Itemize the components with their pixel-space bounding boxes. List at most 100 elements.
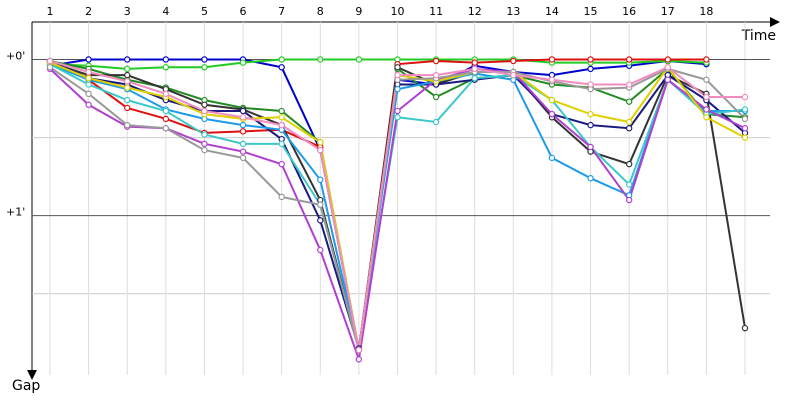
data-point (317, 217, 324, 224)
data-point (587, 143, 594, 151)
data-point (355, 56, 363, 63)
data-point (587, 174, 594, 182)
data-point (394, 85, 401, 93)
x-tick-label: 1 (47, 5, 54, 18)
data-point (625, 181, 633, 188)
x-tick-label: 14 (545, 5, 559, 18)
data-point (317, 246, 324, 254)
x-tick-label: 4 (162, 5, 169, 18)
data-point (201, 64, 208, 71)
data-point (741, 134, 749, 141)
data-point (278, 114, 285, 121)
data-point (432, 71, 440, 79)
data-point (201, 56, 208, 63)
x-tick-label: 9 (355, 5, 362, 18)
data-point (394, 71, 401, 79)
data-point (201, 146, 208, 154)
data-point (587, 81, 594, 88)
x-tick-label: 5 (201, 5, 208, 18)
data-point (664, 64, 671, 71)
data-point (703, 114, 710, 121)
data-point (201, 101, 208, 108)
data-point (162, 115, 170, 123)
data-point (46, 57, 54, 65)
data-point (124, 84, 131, 91)
x-tick-label: 17 (661, 5, 675, 18)
data-point (85, 101, 92, 108)
data-point (548, 96, 556, 104)
data-point (394, 114, 401, 121)
data-point (46, 64, 54, 71)
data-point (85, 56, 92, 63)
y-tick-label: +1' (6, 206, 25, 219)
data-point (85, 90, 92, 98)
x-tick-label: 8 (317, 5, 324, 18)
data-point (278, 193, 285, 201)
data-point (239, 121, 247, 129)
data-point (317, 146, 324, 154)
data-point (664, 76, 671, 83)
data-point (355, 356, 363, 363)
x-tick-label: 13 (506, 5, 520, 18)
data-point (548, 110, 556, 118)
data-point (239, 140, 247, 148)
data-point (587, 121, 594, 129)
data-point (239, 154, 247, 162)
data-point (278, 121, 285, 129)
x-tick-label: 10 (391, 5, 405, 18)
data-point (317, 139, 324, 146)
y-tick-label: +0' (6, 49, 25, 62)
data-point (162, 64, 170, 71)
y-axis-title: Gap (12, 378, 40, 394)
x-tick-label: 11 (429, 5, 443, 18)
data-point (201, 140, 208, 148)
data-point (587, 65, 594, 73)
data-point (124, 56, 131, 63)
data-point (162, 56, 170, 63)
data-point (741, 125, 749, 132)
data-point (703, 93, 710, 101)
data-point (432, 93, 440, 101)
data-point (741, 324, 749, 332)
x-tick-label: 16 (622, 5, 636, 18)
data-point (587, 110, 594, 118)
data-point (432, 57, 440, 65)
data-point (471, 65, 478, 73)
data-point (471, 59, 478, 66)
data-point (278, 140, 285, 148)
data-point (278, 64, 285, 71)
data-point (625, 56, 633, 63)
x-tick-label: 3 (124, 5, 131, 18)
data-point (162, 125, 170, 132)
data-point (278, 56, 285, 63)
data-point (432, 118, 440, 126)
data-point (625, 125, 633, 132)
data-point (625, 118, 633, 126)
data-point (741, 106, 749, 113)
series-line (49, 58, 707, 70)
data-point (548, 56, 556, 63)
data-point (703, 106, 710, 113)
data-point (85, 75, 92, 82)
data-point (239, 59, 247, 66)
x-axis-title: Time (741, 28, 776, 44)
data-point (85, 81, 92, 88)
data-point (394, 107, 401, 115)
data-point (471, 75, 478, 82)
x-tick-label: 2 (85, 5, 92, 18)
data-point (162, 90, 170, 98)
data-point (278, 107, 285, 115)
x-tick-label: 7 (278, 5, 285, 18)
data-point (741, 115, 749, 123)
data-point (124, 71, 131, 79)
y-axis-arrow (27, 370, 37, 380)
x-tick-label: 18 (699, 5, 713, 18)
data-point (625, 81, 633, 88)
data-point (741, 93, 749, 101)
data-point (201, 107, 208, 115)
data-point (124, 65, 131, 73)
data-point (587, 56, 594, 63)
data-point (278, 160, 285, 168)
plot: +0'+1'1 2 3 4 5 6 7 8 9 10 11 12 13 14 15 16 17 18 (6, 5, 770, 375)
